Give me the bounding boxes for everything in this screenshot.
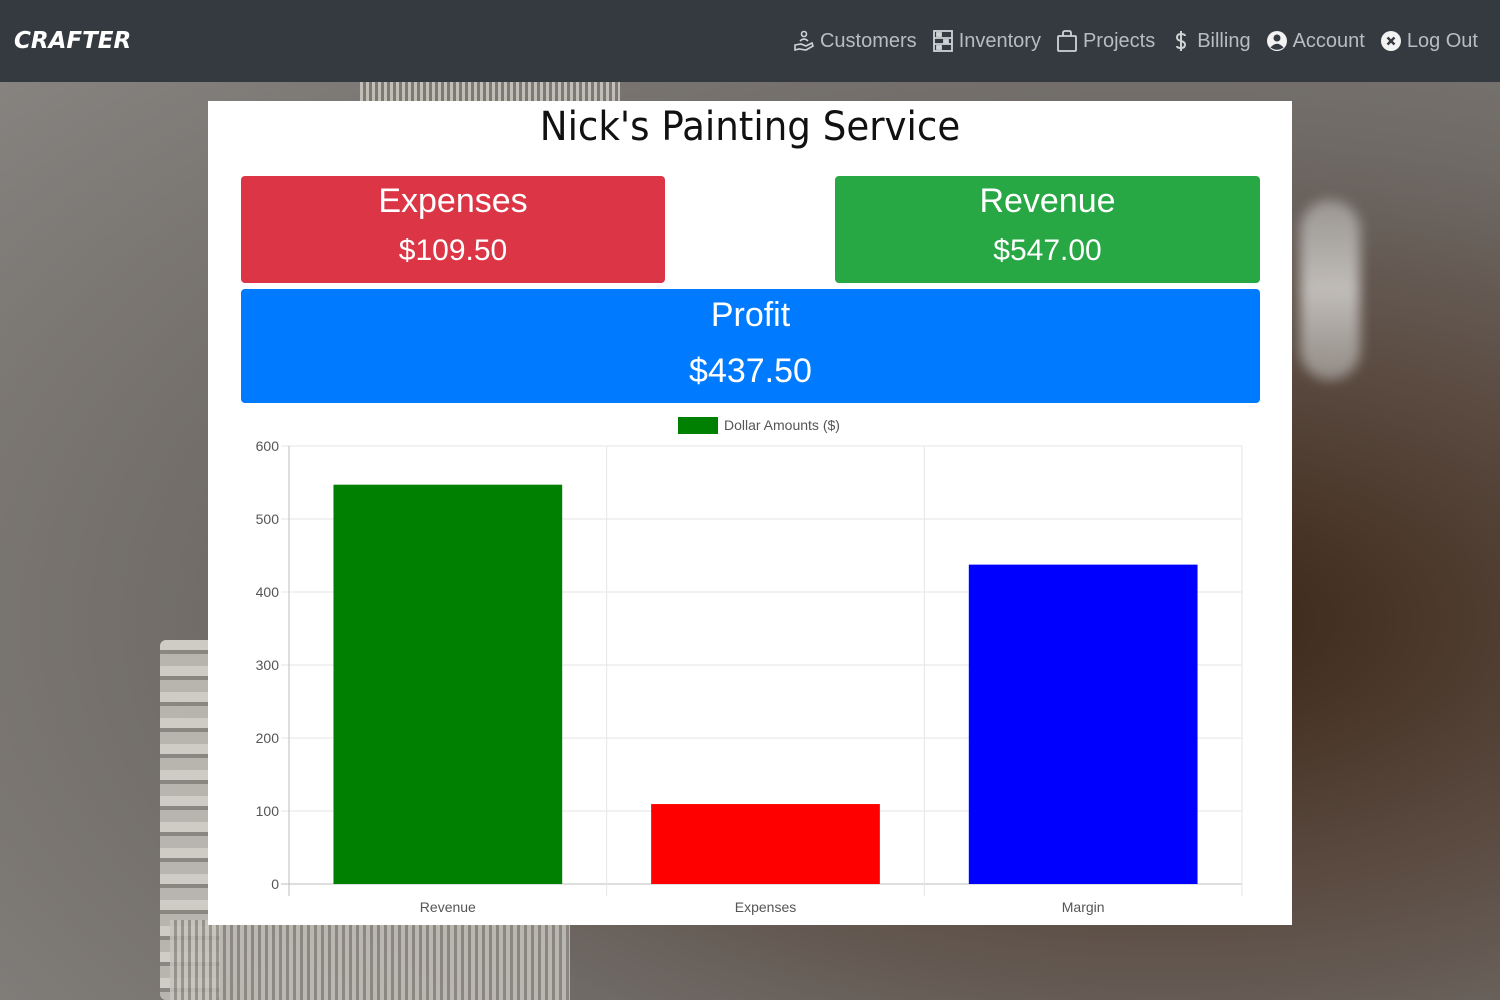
top-navbar: CRAFTER Customers Inventory [0,0,1500,82]
dollar-icon [1176,31,1187,51]
bar-margin [968,564,1198,884]
nav-link-label: Inventory [958,29,1041,52]
background-coin-stack-bottom [170,920,570,1000]
x-tick-label: Expenses [735,899,796,915]
profit-stat-box: Profit $437.50 [241,289,1260,403]
projects-icon [1057,30,1077,52]
customers-icon [794,30,814,52]
nav-link-billing[interactable]: Billing [1169,29,1251,53]
page-title: Nick's Painting Service [539,104,961,150]
legend-label: Dollar Amounts ($) [724,417,840,433]
y-tick-label: 300 [256,657,280,673]
legend-swatch [678,417,718,434]
revenue-stat-box: Revenue $547.00 [835,176,1260,283]
expenses-value: $109.50 [398,234,508,267]
nav-link-label: Projects [1082,29,1156,52]
nav-link-logout[interactable]: Log Out [1379,29,1478,53]
inventory-icon [932,30,953,52]
background-coin-blur-right [1300,200,1360,380]
dollar-amounts-bar-chart: 0 100 200 300 400 500 600 Revenue Expenses Margin… [256,417,1243,915]
nav-link-label: Log Out [1406,29,1478,52]
nav-link-label: Billing [1197,29,1251,52]
expenses-stat-box: Expenses $109.50 [241,176,665,283]
nav-link-inventory[interactable]: Inventory [931,29,1041,53]
revenue-value: $547.00 [993,234,1102,267]
y-tick-label: 200 [256,730,280,746]
brand-logo[interactable]: CRAFTER [14,28,132,54]
x-tick-label: Revenue [420,899,476,915]
background-coin-stack-top [360,80,620,102]
close-circle-icon [1380,31,1401,51]
account-icon [1266,31,1287,51]
profit-label: Profit [710,296,791,334]
profit-value: $437.50 [689,352,812,390]
bar-expenses [651,804,880,884]
y-tick-label: 400 [256,584,280,600]
x-tick-label: Margin [1062,899,1105,915]
nav-link-label: Account [1292,29,1365,52]
revenue-label: Revenue [979,182,1116,220]
y-tick-label: 100 [256,803,280,819]
nav-link-customers[interactable]: Customers [792,29,917,53]
y-tick-label: 600 [256,438,280,454]
y-tick-label: 500 [256,511,280,527]
bar-revenue [333,484,563,884]
nav-link-label: Customers [819,29,917,52]
y-tick-label: 0 [271,876,279,892]
nav-link-account[interactable]: Account [1265,29,1365,53]
expenses-label: Expenses [378,182,528,220]
nav-link-projects[interactable]: Projects [1055,29,1155,53]
nav-links: Customers Inventory Projects [792,29,1478,53]
